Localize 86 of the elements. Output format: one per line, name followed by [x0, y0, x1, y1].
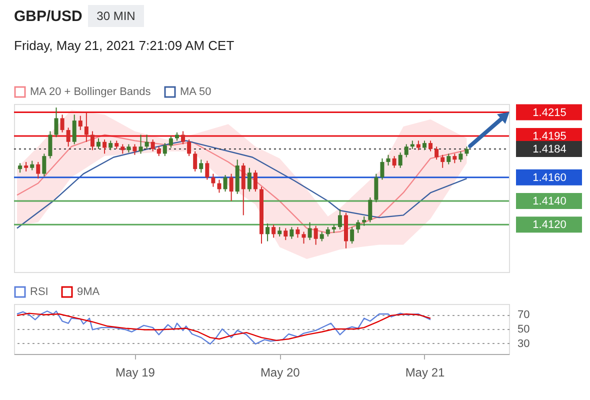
y-tick-label: 70: [518, 309, 530, 322]
candlestick: [211, 173, 216, 188]
candlestick: [217, 179, 222, 194]
candlestick: [338, 208, 342, 230]
candlestick: [168, 135, 173, 148]
candlestick: [434, 146, 439, 160]
candlestick: [350, 226, 354, 244]
candlestick: [241, 162, 246, 216]
candlestick: [404, 144, 408, 158]
candlestick: [386, 154, 390, 166]
y-tick-label: 1.4120: [532, 219, 566, 232]
candlestick: [452, 153, 457, 164]
candlestick: [284, 228, 288, 241]
legend-label: 9MA: [77, 286, 100, 298]
candlestick: [138, 134, 143, 154]
candlestick: [253, 170, 258, 192]
x-tick-label: May 20: [260, 366, 300, 380]
candlestick: [428, 140, 433, 152]
y-tick-label: 30: [518, 338, 530, 350]
y-tick-label: 1.4140: [532, 196, 566, 208]
candlestick: [398, 152, 402, 168]
y-tick-label: 1.4195: [532, 130, 566, 142]
candlestick: [187, 138, 192, 157]
y-tick-label: 1.4184: [532, 143, 566, 156]
candlestick: [66, 127, 70, 148]
y-tick-label: 1.4160: [532, 172, 566, 184]
candlestick: [199, 159, 204, 174]
candlestick: [42, 153, 46, 177]
candlestick: [144, 134, 149, 150]
candlestick: [266, 222, 270, 242]
candlestick: [30, 160, 34, 171]
candlestick: [223, 174, 228, 192]
candlestick: [446, 153, 451, 165]
candlestick: [150, 138, 155, 152]
candlestick: [392, 156, 396, 168]
candlestick: [84, 112, 88, 142]
candlestick: [380, 158, 384, 180]
candlestick: [132, 144, 137, 156]
candlestick: [96, 138, 101, 150]
y-tick-label: 1.4215: [532, 106, 566, 119]
candlestick: [278, 226, 282, 238]
candlestick: [162, 142, 167, 157]
candlestick: [362, 216, 366, 226]
candlestick: [181, 130, 186, 145]
legend-label: MA 50: [180, 86, 212, 98]
candlestick: [60, 114, 64, 133]
legend-label: RSI: [30, 286, 48, 298]
x-tick-label: May 19: [116, 366, 156, 380]
candlestick: [458, 150, 463, 162]
text: 30 MIN: [96, 9, 136, 23]
candlestick: [422, 140, 426, 151]
candlestick: [440, 154, 445, 168]
candlestick: [290, 226, 294, 240]
candlestick: [229, 173, 234, 202]
candlestick: [48, 130, 52, 159]
candlestick: [193, 150, 198, 172]
candlestick: [416, 140, 420, 151]
candlestick: [374, 173, 378, 203]
candlestick: [54, 107, 58, 138]
candlestick: [156, 146, 161, 157]
candlestick: [302, 231, 306, 244]
candlestick: [78, 115, 82, 131]
candlestick: [247, 167, 252, 192]
candlestick: [24, 161, 28, 172]
candlestick: [314, 225, 318, 246]
candlestick: [368, 196, 372, 223]
candlestick: [326, 226, 330, 238]
candlestick: [90, 130, 94, 151]
chart-title: GBP/USD: [14, 8, 83, 25]
candlestick: [120, 144, 125, 154]
legend-label: MA 20 + Bollinger Bands: [30, 86, 152, 98]
candlestick: [36, 161, 40, 180]
candlestick: [464, 146, 469, 157]
candlestick: [296, 226, 300, 238]
candlestick: [18, 162, 22, 174]
y-tick-label: 50: [518, 324, 530, 336]
candlestick: [102, 138, 107, 154]
candlestick: [272, 224, 276, 238]
candlestick: [72, 114, 76, 145]
x-tick-label: May 21: [405, 366, 445, 380]
candlestick: [320, 231, 324, 242]
chart-subtitle: Friday, May 21, 2021 7:21:09 AM CET: [14, 38, 234, 53]
candlestick: [356, 219, 360, 234]
candlestick: [308, 222, 312, 241]
candlestick: [108, 140, 113, 151]
candlestick: [205, 160, 210, 180]
